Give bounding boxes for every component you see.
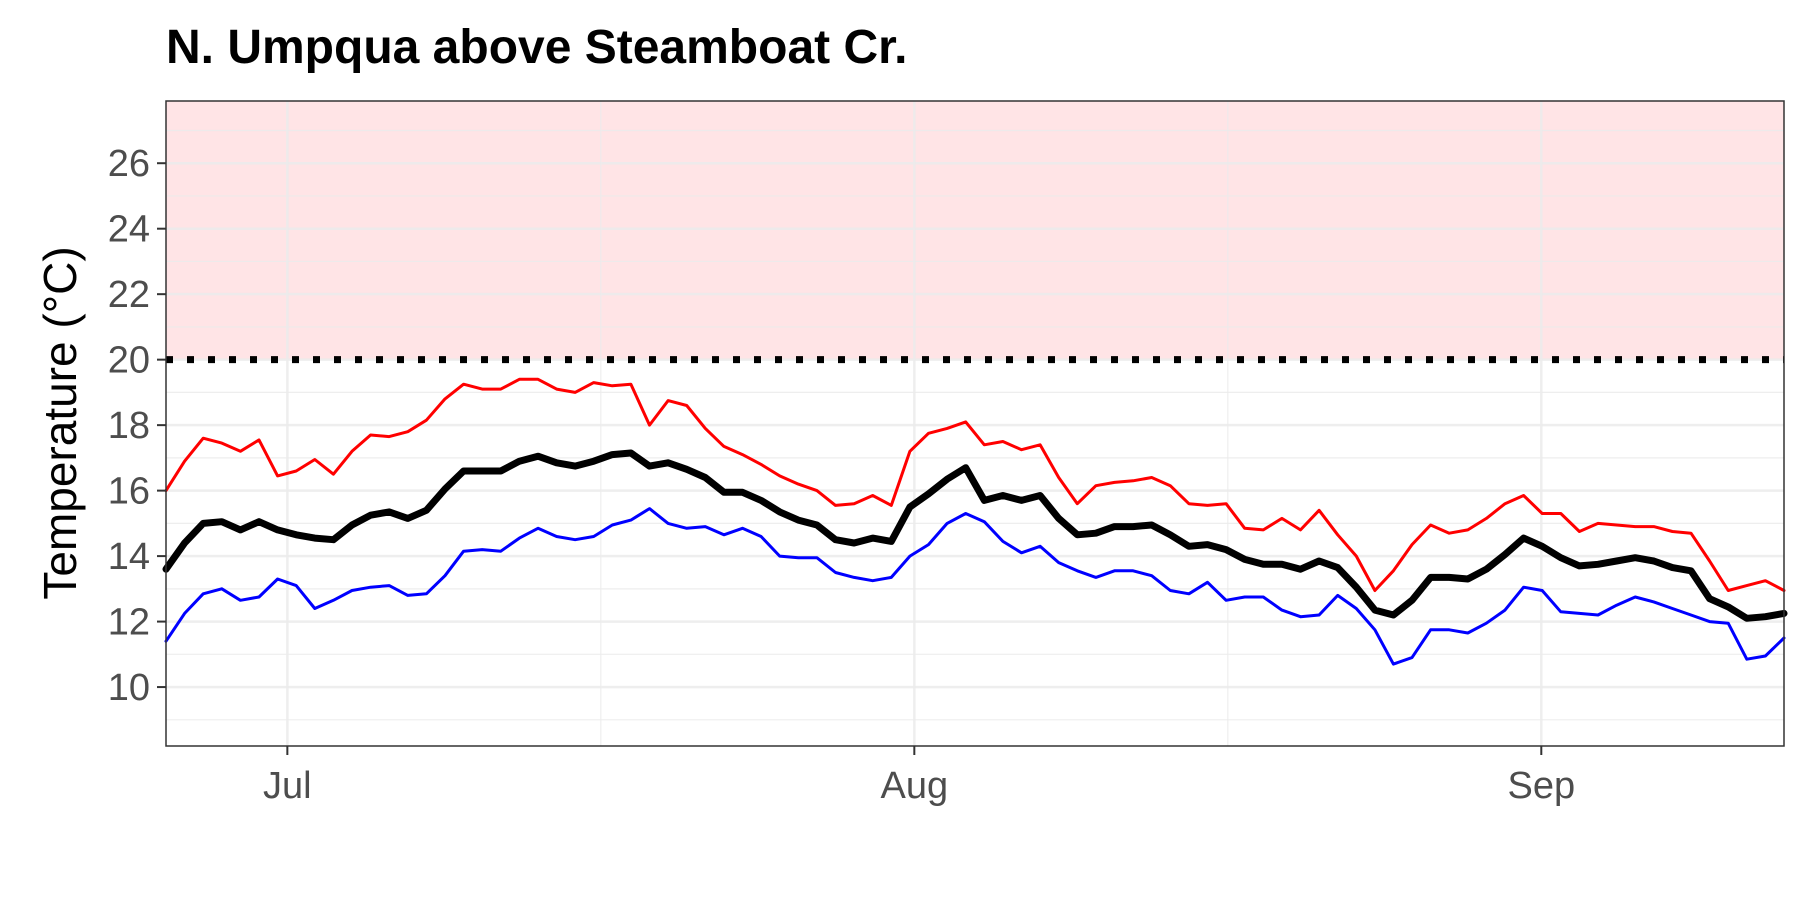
x-tick-label: Aug (881, 765, 949, 807)
chart-title: N. Umpqua above Steamboat Cr. (166, 21, 908, 74)
y-tick-label: 18 (108, 405, 150, 447)
y-tick-label: 12 (108, 602, 150, 644)
series-line-0 (164, 377, 1786, 592)
series-line-1 (162, 449, 1788, 622)
y-tick-label: 20 (108, 340, 150, 382)
y-tick-label: 14 (108, 536, 150, 578)
series-line-2 (164, 507, 1786, 666)
y-axis-title: Temperature (°C) (34, 246, 86, 599)
y-tick-label: 26 (108, 143, 150, 185)
y-tick-label: 16 (108, 471, 150, 513)
threshold-exceedance-region (166, 101, 1784, 360)
y-tick-label: 24 (108, 209, 150, 251)
y-tick-label: 22 (108, 274, 150, 316)
x-tick-label: Sep (1507, 765, 1575, 807)
plot-panel-border (165, 100, 1785, 747)
x-tick-label: Jul (263, 765, 312, 807)
y-tick-label: 10 (108, 667, 150, 709)
